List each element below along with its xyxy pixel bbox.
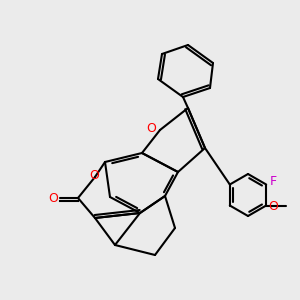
- Text: O: O: [49, 191, 58, 205]
- Text: O: O: [89, 169, 99, 182]
- Text: F: F: [270, 175, 277, 188]
- Text: O: O: [147, 122, 157, 135]
- Text: O: O: [268, 200, 278, 214]
